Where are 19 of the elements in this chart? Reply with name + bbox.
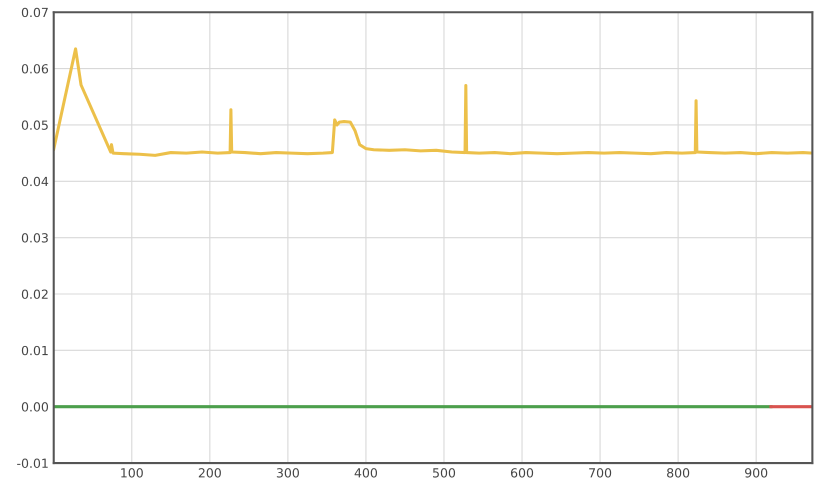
y-tick-label: 0.05	[22, 120, 48, 130]
x-tick-label: 300	[276, 468, 299, 478]
y-tick-label: 0.06	[22, 64, 48, 74]
x-tick-label: 100	[121, 468, 143, 478]
x-tick-label: 200	[198, 468, 221, 478]
x-tick-label: 700	[589, 468, 612, 478]
x-tick-label: 500	[433, 468, 456, 478]
x-tick-label: 400	[354, 468, 378, 478]
y-tick-label: 0.00	[22, 402, 48, 412]
x-tick-label: 900	[745, 468, 768, 478]
line-series	[54, 47, 812, 157]
y-tick-label: 0.04	[22, 176, 48, 186]
y-tick-label: 0.02	[22, 289, 48, 299]
y-tick-label: 0.07	[22, 8, 48, 18]
x-tick-label: 800	[667, 468, 690, 478]
y-tick-label: 0.01	[22, 346, 48, 356]
y-tick-label: 0.03	[22, 233, 48, 243]
y-tick-label: -0.01	[17, 458, 48, 468]
x-tick-label: 600	[510, 468, 534, 478]
